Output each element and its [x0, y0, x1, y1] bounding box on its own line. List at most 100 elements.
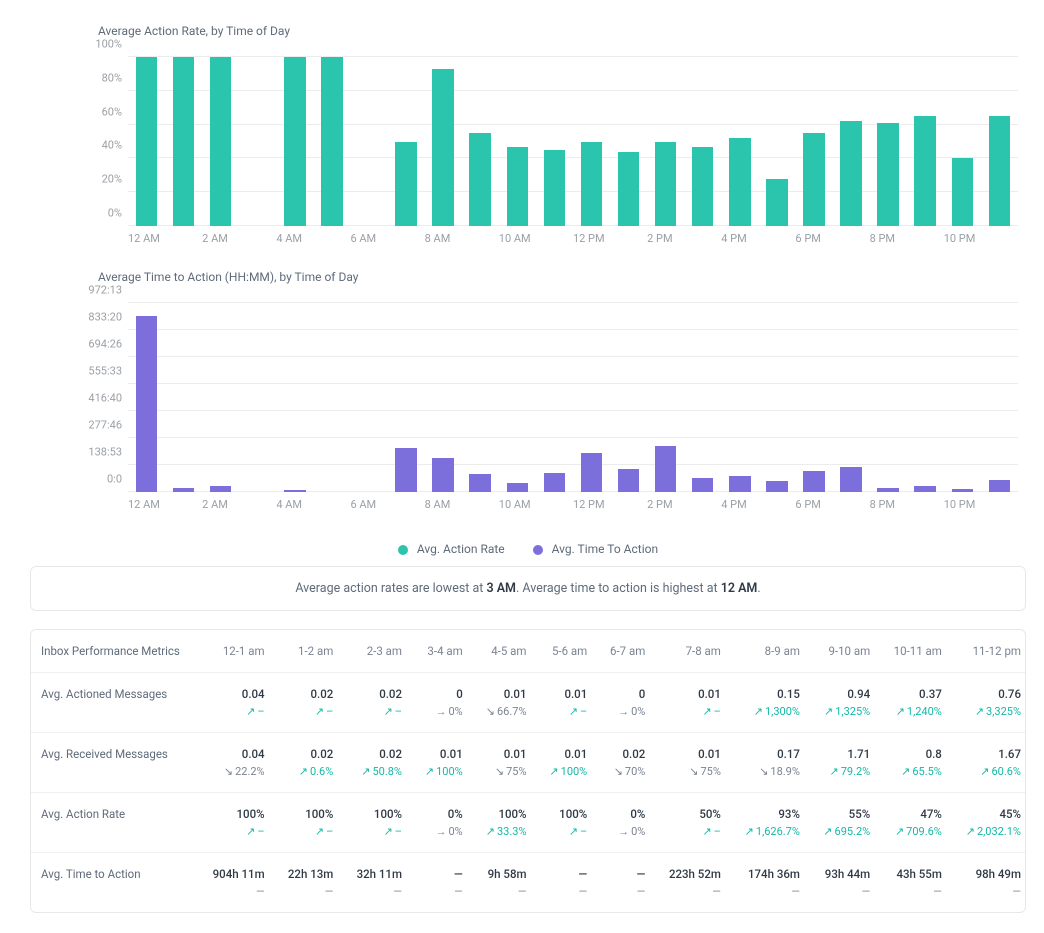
cell-delta: ↘18.9% — [741, 765, 800, 778]
arrow-up-icon: ↗ — [246, 825, 255, 838]
cell-delta: ↗79.2% — [820, 765, 870, 778]
arrow-right-icon: → — [435, 705, 446, 718]
x-axis-label: 12 PM — [573, 498, 610, 512]
cell-value: 0.01 — [483, 687, 527, 701]
y-axis-label: 833:20 — [68, 311, 122, 324]
chart-bar[interactable] — [952, 489, 974, 492]
chart-bar[interactable] — [840, 467, 862, 492]
summary-text-2: . Average time to action is highest at — [516, 581, 721, 596]
chart-bar[interactable] — [136, 57, 158, 226]
table-cell: 0%→0% — [597, 793, 655, 853]
chart-bar[interactable] — [210, 57, 232, 226]
chart-bar[interactable] — [395, 448, 417, 492]
chart-bar[interactable] — [952, 158, 974, 226]
chart-bar[interactable] — [655, 446, 677, 492]
chart-bar[interactable] — [284, 57, 306, 226]
arrow-up-icon: ↗ — [384, 825, 393, 838]
chart-bar[interactable] — [173, 57, 195, 226]
chart2: 0:0138:53277:46416:40555:33694:26833:209… — [68, 302, 1018, 512]
chart-bar[interactable] — [655, 142, 677, 227]
chart-bar[interactable] — [507, 147, 529, 226]
arrow-up-icon: ↗ — [980, 765, 989, 778]
chart-bar[interactable] — [321, 57, 343, 226]
cell-delta: ↗3,325% — [962, 705, 1021, 718]
cell-delta: ↗65.5% — [890, 765, 942, 778]
chart-bar[interactable] — [692, 147, 714, 226]
chart-bar[interactable] — [766, 179, 788, 226]
cell-delta: — — [285, 885, 334, 898]
cell-value: 0.76 — [962, 687, 1021, 701]
x-axis-label: 6 AM — [350, 232, 387, 246]
cell-delta: ↗– — [353, 705, 402, 718]
x-axis-label: 8 AM — [425, 498, 462, 512]
y-axis-label: 972:13 — [68, 284, 122, 297]
cell-delta: ↘22.2% — [209, 765, 265, 778]
chart-bar[interactable] — [914, 486, 936, 492]
cell-delta: — — [665, 885, 721, 898]
chart-bar[interactable] — [432, 458, 454, 492]
cell-value: 0.01 — [422, 747, 463, 761]
cell-value: 47% — [890, 807, 942, 821]
chart-bar[interactable] — [729, 476, 751, 492]
cell-value: 32h 11m — [353, 867, 402, 881]
chart-bar[interactable] — [618, 469, 640, 492]
chart-bar[interactable] — [989, 480, 1011, 492]
chart-bar[interactable] — [766, 481, 788, 492]
chart-bar[interactable] — [173, 488, 195, 492]
cell-delta: — — [607, 885, 645, 898]
chart-bar[interactable] — [692, 478, 714, 492]
cell-value: 55% — [820, 807, 870, 821]
cell-value: 0.02 — [353, 747, 402, 761]
cell-delta: →0% — [607, 705, 645, 718]
table-cell: 100%↗– — [199, 793, 275, 853]
chart-bar[interactable] — [877, 488, 899, 492]
table-cell: 0.15↗1,300% — [731, 673, 810, 733]
table-cell: 22h 13m— — [275, 853, 344, 913]
table-cell: 9h 58m— — [473, 853, 537, 913]
summary-callout: Average action rates are lowest at 3 AM.… — [30, 566, 1026, 611]
chart-bar[interactable] — [840, 121, 862, 226]
chart-bar[interactable] — [507, 483, 529, 492]
cell-delta: ↗2,032.1% — [962, 825, 1021, 838]
chart-bar[interactable] — [914, 116, 936, 226]
cell-value: 0.01 — [547, 747, 588, 761]
chart-bar[interactable] — [803, 471, 825, 492]
chart-bar[interactable] — [877, 123, 899, 226]
chart-bar[interactable] — [581, 453, 603, 492]
arrow-up-icon: ↗ — [895, 825, 904, 838]
table-cell: 1.67↗60.6% — [952, 733, 1026, 793]
chart-bar[interactable] — [544, 150, 566, 226]
x-axis-label: 8 PM — [870, 498, 907, 512]
chart-bar[interactable] — [544, 473, 566, 492]
chart-bar[interactable] — [432, 69, 454, 226]
table-cell: 100%↗33.3% — [473, 793, 537, 853]
x-axis-label: 6 AM — [350, 498, 387, 512]
cell-delta: ↗– — [209, 705, 265, 718]
chart-bar[interactable] — [210, 486, 232, 492]
arrow-up-icon: ↗ — [901, 765, 910, 778]
cell-value: 223h 52m — [665, 867, 721, 881]
chart-bar[interactable] — [136, 316, 158, 492]
chart-bar[interactable] — [395, 142, 417, 227]
cell-delta: ↗– — [547, 825, 588, 838]
chart-bar[interactable] — [989, 116, 1011, 226]
x-axis-label: 2 PM — [647, 498, 684, 512]
cell-delta: ↗– — [285, 825, 334, 838]
table-column-header: 8-9 am — [731, 630, 810, 673]
table-cell: 0.37↗1,240% — [880, 673, 952, 733]
cell-value: 0.02 — [285, 747, 334, 761]
table-cell: 174h 36m— — [731, 853, 810, 913]
chart-bar[interactable] — [581, 142, 603, 227]
table-cell: 0.94↗1,325% — [810, 673, 880, 733]
chart-bar[interactable] — [469, 133, 491, 226]
chart-bar[interactable] — [284, 490, 306, 492]
chart-bar[interactable] — [729, 138, 751, 226]
arrow-up-icon: ↗ — [425, 765, 434, 778]
table-cell: 55%↗695.2% — [810, 793, 880, 853]
cell-delta: — — [962, 885, 1021, 898]
metrics-table-container[interactable]: Inbox Performance Metrics12-1 am1-2 am2-… — [30, 629, 1026, 913]
chart-bar[interactable] — [803, 133, 825, 226]
chart-bar[interactable] — [618, 152, 640, 226]
x-axis-label: 12 PM — [573, 232, 610, 246]
chart-bar[interactable] — [469, 474, 491, 492]
